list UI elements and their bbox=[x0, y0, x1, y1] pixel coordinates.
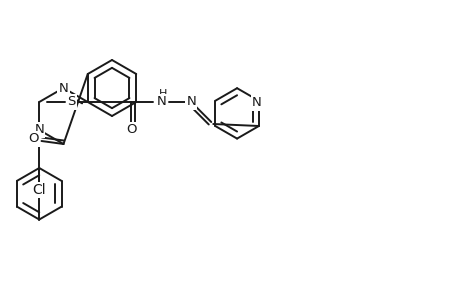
Text: O: O bbox=[28, 133, 39, 146]
Text: N: N bbox=[186, 95, 196, 109]
Text: N: N bbox=[252, 96, 261, 109]
Text: N: N bbox=[156, 95, 166, 109]
Text: O: O bbox=[126, 124, 136, 136]
Text: H: H bbox=[159, 89, 167, 99]
Text: N: N bbox=[58, 82, 68, 94]
Text: N: N bbox=[34, 124, 44, 136]
Text: Cl: Cl bbox=[33, 183, 46, 197]
Text: S: S bbox=[67, 95, 75, 109]
